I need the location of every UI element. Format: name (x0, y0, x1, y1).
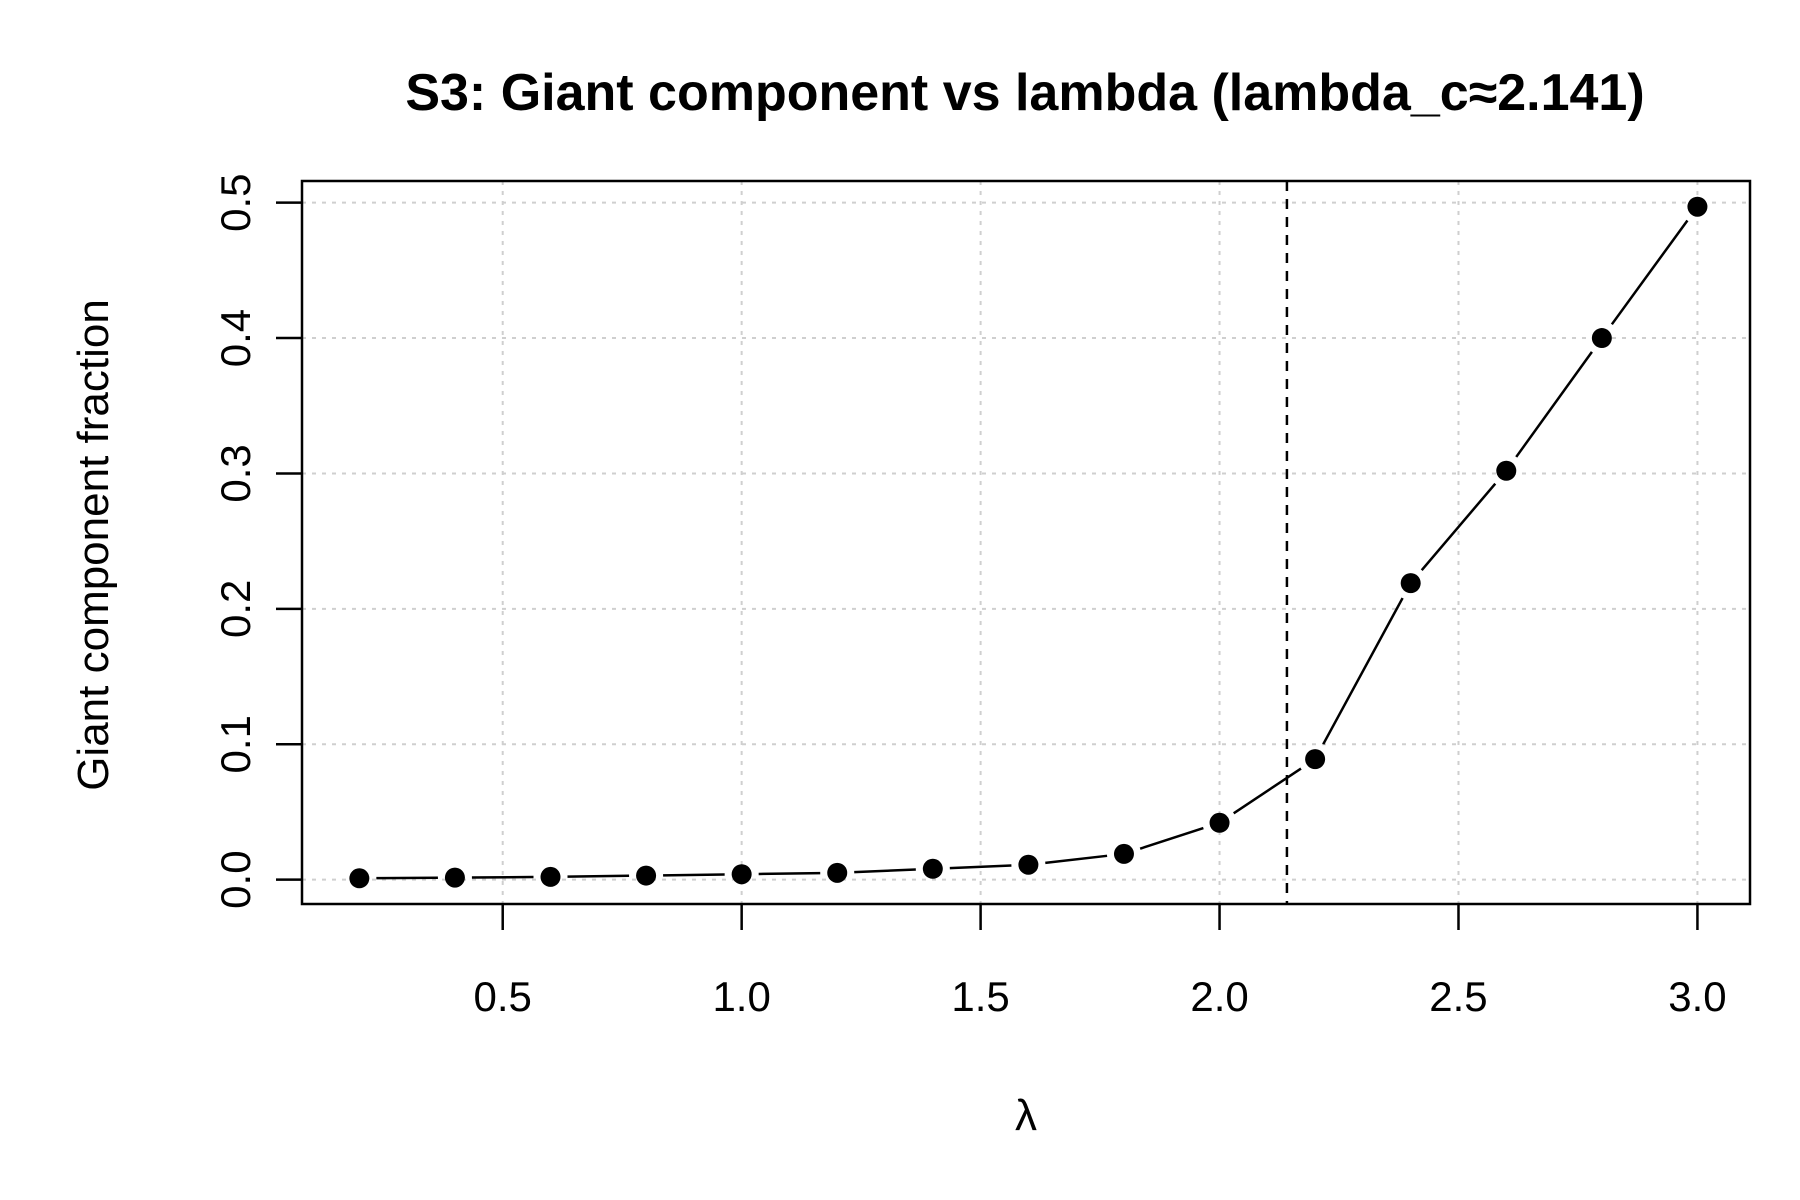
series-0-segment-8 (1139, 826, 1204, 850)
series-0-segment-4 (758, 871, 821, 876)
series-0-segment-5 (854, 868, 916, 874)
series-0-segment-9 (1233, 767, 1302, 815)
series-0-segment-2 (567, 874, 630, 878)
series-0-point-2 (540, 866, 561, 887)
x-tick-label-4: 2.5 (1429, 973, 1487, 1020)
series-0-point-10 (1305, 749, 1326, 770)
plot-frame (300, 179, 1752, 906)
series-0-point-13 (1591, 328, 1612, 349)
series-0-segment-3 (663, 873, 725, 877)
y-tick-label-1: 0.1 (212, 715, 259, 773)
x-tick-label-5: 3.0 (1668, 973, 1726, 1020)
y-tick-label-2: 0.2 (212, 580, 259, 638)
series-0-segment-12 (1515, 351, 1593, 458)
series-0-point-12 (1496, 460, 1517, 481)
series-0-point-14 (1687, 196, 1708, 217)
series-0-point-11 (1400, 573, 1421, 594)
y-tick-label-0: 0.0 (212, 850, 259, 908)
series-group (349, 196, 1708, 889)
x-tick-label-1: 1.0 (712, 973, 770, 1020)
series-0-point-6 (922, 858, 943, 879)
series-0-segment-13 (1610, 219, 1689, 326)
series-0-point-7 (1018, 854, 1039, 875)
y-axis: 0.0 0.1 0.2 0.3 0.4 0.5 (212, 173, 302, 909)
chart-title: S3: Giant component vs lambda (lambda_c≈… (405, 64, 1644, 122)
y-tick-label-5: 0.5 (212, 173, 259, 231)
x-tick-label-0: 0.5 (474, 973, 532, 1020)
series-0-point-8 (1113, 843, 1134, 864)
series-0-point-9 (1209, 812, 1230, 833)
grid (302, 181, 1750, 904)
series-0-point-5 (827, 862, 848, 883)
x-tick-label-3: 2.0 (1190, 973, 1248, 1020)
series-0-point-1 (444, 867, 465, 888)
series-0-segment-11 (1420, 482, 1497, 571)
x-axis: 0.5 1.0 1.5 2.0 2.5 3.0 (474, 904, 1727, 1020)
series-0-point-4 (731, 864, 752, 885)
y-tick-label-4: 0.4 (212, 309, 259, 367)
series-0-segment-10 (1322, 597, 1404, 745)
series-0-segment-7 (1045, 854, 1108, 865)
y-tick-label-3: 0.3 (212, 444, 259, 502)
x-tick-label-2: 1.5 (951, 973, 1009, 1020)
series-0-point-3 (636, 865, 657, 886)
x-axis-label: λ (1015, 1091, 1037, 1140)
y-axis-label: Giant component fraction (69, 299, 118, 791)
series-0-segment-6 (949, 864, 1012, 870)
series-0-point-0 (349, 868, 370, 889)
